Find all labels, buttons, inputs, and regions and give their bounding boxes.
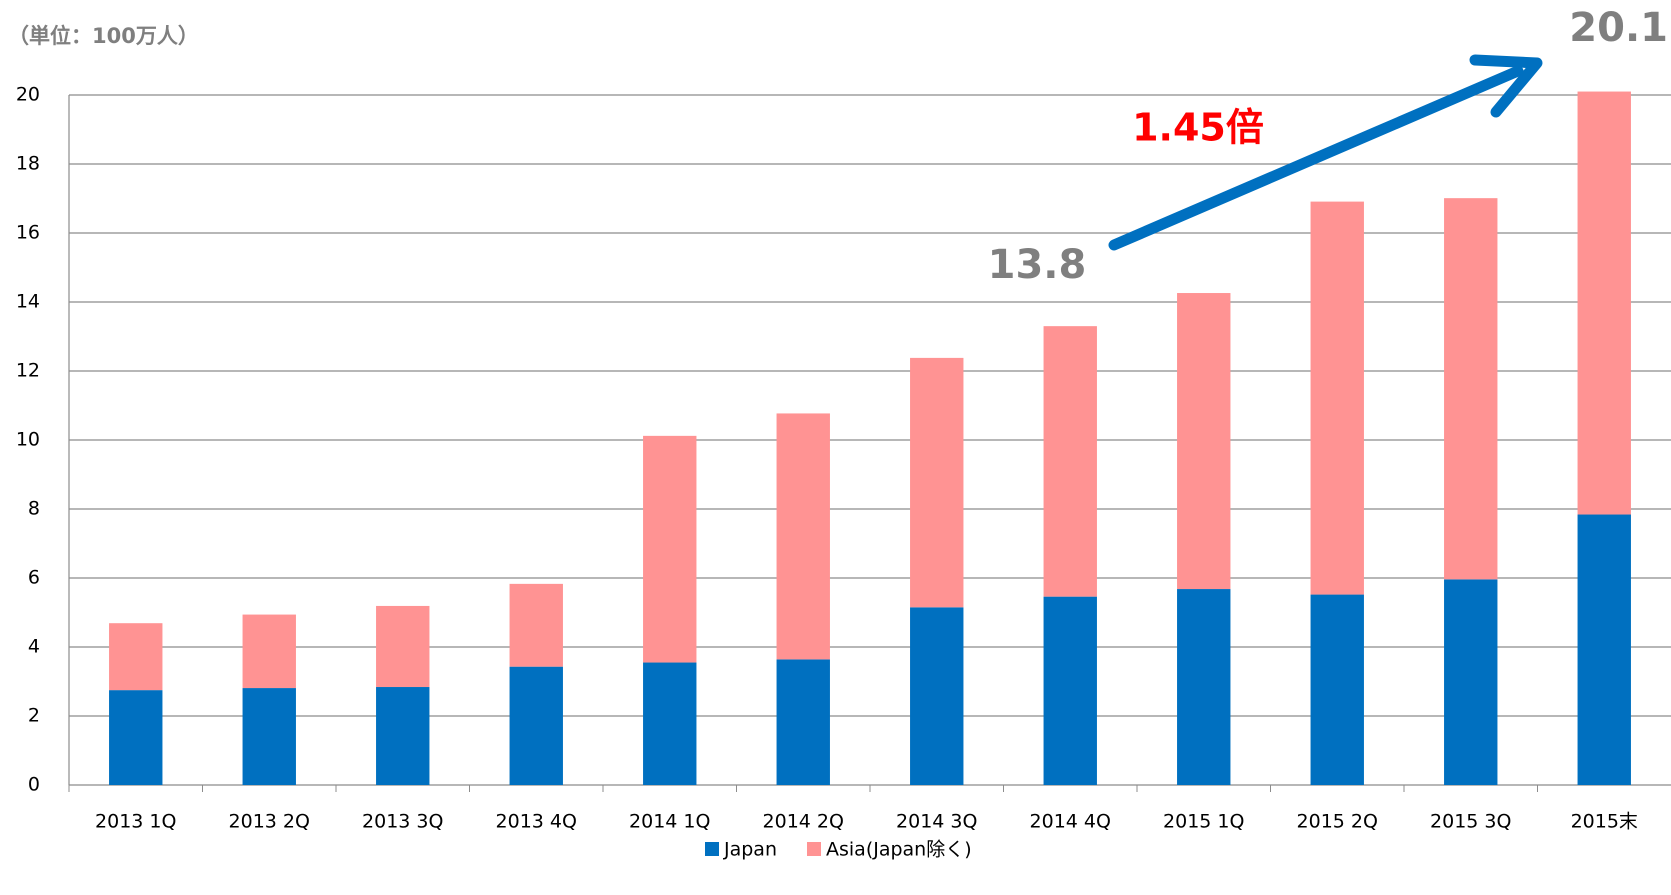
bar-segment <box>1444 579 1498 785</box>
x-tick-label: 2013 4Q <box>496 811 577 833</box>
y-tick-label: 4 <box>28 636 40 658</box>
bar-segment <box>1043 326 1097 597</box>
bar-segment <box>376 605 430 688</box>
bar-segment <box>509 583 563 667</box>
x-tick-label: 2014 1Q <box>629 811 710 833</box>
bar-segment <box>1444 198 1498 580</box>
y-tick-label: 14 <box>16 291 40 313</box>
bar-segment <box>1177 293 1231 590</box>
bar-segment <box>1177 589 1231 785</box>
bar-segment <box>643 662 697 785</box>
growth-label: 1.45倍 <box>1132 106 1264 150</box>
x-tick-label: 2015 3Q <box>1430 811 1511 833</box>
y-tick-label: 16 <box>16 222 40 244</box>
bar-segment <box>776 413 830 660</box>
bar-segment <box>509 666 563 785</box>
legend-label: Japan <box>723 839 777 861</box>
legend-swatch <box>705 842 719 856</box>
bar-segment <box>1043 596 1097 785</box>
y-tick-label: 20 <box>16 84 40 106</box>
bar-segment <box>109 623 163 691</box>
x-tick-label: 2014 3Q <box>896 811 977 833</box>
arrow-head <box>1469 54 1543 118</box>
bar-segment <box>1310 201 1364 595</box>
bar-segment <box>776 659 830 785</box>
y-tick-label: 0 <box>28 774 40 796</box>
x-tick-label: 2015 1Q <box>1163 811 1244 833</box>
x-tick-label: 2013 3Q <box>362 811 443 833</box>
x-tick-label: 2013 2Q <box>229 811 310 833</box>
y-tick-label: 2 <box>28 705 40 727</box>
bar-segment <box>1577 91 1631 515</box>
legend-swatch <box>807 842 821 856</box>
start-total-label: 13.8 <box>988 242 1087 288</box>
bar-segment <box>1310 594 1364 785</box>
bar-segment <box>242 688 296 785</box>
bar-segment <box>910 607 964 785</box>
bar-segment <box>242 614 296 689</box>
arrow-shaft <box>1108 65 1524 251</box>
legend-label: Asia(Japan除く) <box>826 839 972 861</box>
y-tick-label: 8 <box>28 498 40 520</box>
bar-segment <box>376 687 430 785</box>
bar-segment <box>643 435 697 663</box>
unit-label: （単位：100万人） <box>8 24 199 48</box>
x-tick-label: 2013 1Q <box>95 811 176 833</box>
x-tick-label: 2014 4Q <box>1030 811 1111 833</box>
y-tick-label: 12 <box>16 360 40 382</box>
bar-segment <box>910 357 964 608</box>
bar-segment <box>1577 514 1631 785</box>
x-tick-label: 2015 2Q <box>1297 811 1378 833</box>
y-tick-label: 18 <box>16 153 40 175</box>
end-total-label: 20.1 <box>1569 5 1668 51</box>
y-tick-label: 10 <box>16 429 40 451</box>
y-tick-label: 6 <box>28 567 40 589</box>
x-tick-label: 2014 2Q <box>763 811 844 833</box>
bar-segment <box>109 690 163 785</box>
x-tick-label: 2015末 <box>1571 811 1638 833</box>
